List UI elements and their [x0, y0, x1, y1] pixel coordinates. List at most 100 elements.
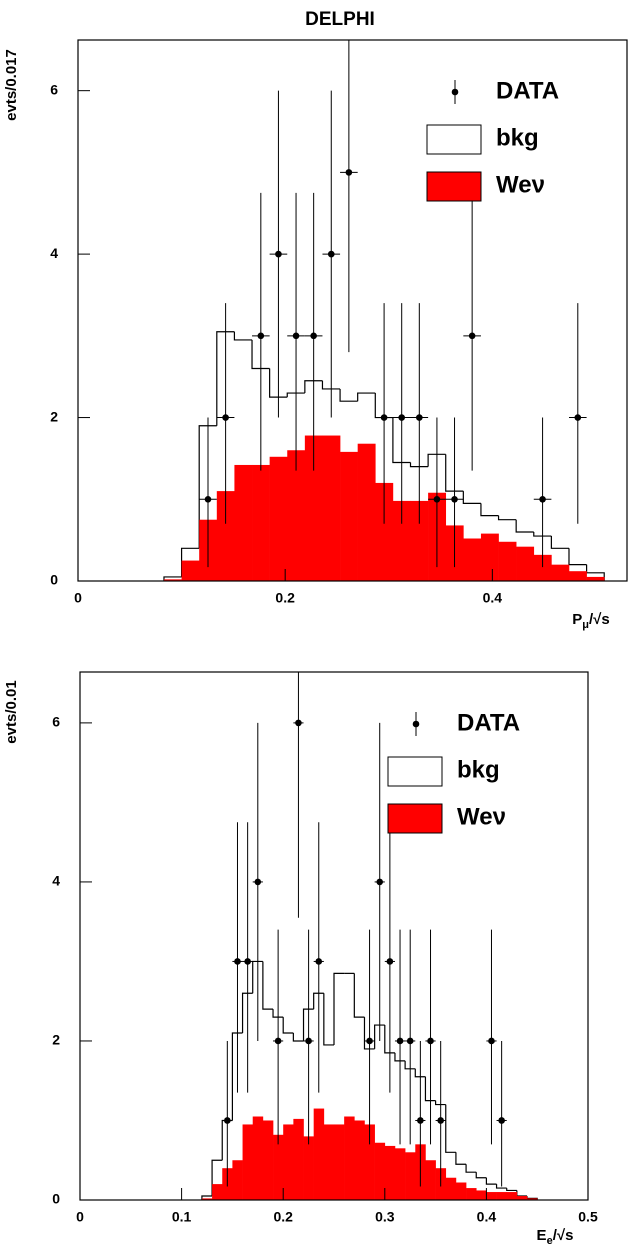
signal-bin	[551, 564, 570, 581]
signal-bin	[163, 579, 182, 581]
bkg-bin	[272, 1009, 284, 1018]
legend-label: bkg	[457, 756, 500, 783]
data-point	[380, 414, 388, 421]
bkg-bin	[516, 1190, 528, 1197]
signal-bin	[242, 1124, 254, 1200]
y-tick-label: 4	[52, 873, 60, 889]
x-axis-label-part: E	[537, 1227, 547, 1244]
bkg-bin	[394, 1052, 406, 1062]
x-tick-label: 0	[76, 1209, 84, 1225]
data-point	[204, 495, 212, 503]
y-tick-label: 6	[52, 714, 60, 730]
bkg-bin	[339, 388, 358, 402]
data-point	[427, 1037, 434, 1045]
signal-bin	[384, 1145, 396, 1200]
signal-bin	[293, 1118, 304, 1200]
legend-label: Weν	[496, 171, 545, 198]
signal-bin	[527, 1198, 538, 1200]
data-point	[366, 1037, 373, 1045]
plot-area	[163, 40, 605, 581]
signal-bin	[455, 1182, 467, 1200]
bkg-bin	[323, 993, 334, 1046]
legend-label: DATA	[457, 709, 520, 736]
x-axis-label: Ee/√s	[537, 1227, 574, 1245]
bkg-bin	[506, 1188, 517, 1192]
bkg-bin	[357, 392, 376, 402]
bkg-bin	[533, 531, 552, 537]
signal-bin	[212, 1184, 223, 1200]
signal-bin	[252, 1116, 264, 1200]
signal-bin	[445, 1177, 457, 1200]
x-tick-label: 0	[74, 590, 82, 606]
signal-bin	[287, 450, 306, 581]
bkg-bin	[414, 1068, 426, 1078]
bkg-bin	[495, 1184, 507, 1189]
legend-label: bkg	[496, 124, 539, 151]
bkg-bin	[445, 1104, 456, 1153]
bkg-bin	[427, 453, 446, 467]
signal-bin	[269, 456, 288, 581]
bkg-bin	[384, 1025, 395, 1054]
data-point	[416, 414, 423, 421]
signal-bin	[340, 451, 358, 581]
data-point	[437, 1117, 444, 1124]
bkg-bin	[353, 973, 365, 1018]
signal-bin	[273, 1134, 284, 1200]
bkg-bin	[409, 462, 429, 468]
bkg-bin	[435, 1100, 446, 1106]
legend-label: Weν	[457, 803, 506, 830]
data-point	[468, 332, 476, 340]
bkg-bin	[550, 536, 569, 549]
bkg-bin	[392, 417, 411, 464]
signal-bin	[425, 1160, 436, 1200]
y-tick-label: 0	[50, 572, 58, 588]
signal-bin	[533, 554, 552, 581]
bkg-bin	[216, 331, 235, 426]
data-point	[295, 719, 302, 727]
signal-bin	[283, 1124, 294, 1200]
bkg-bin	[231, 1032, 243, 1121]
x-axis-label: Pμ/√s	[572, 611, 610, 631]
data-point	[257, 332, 265, 340]
bkg-bin	[198, 425, 217, 549]
signal-bin	[216, 491, 235, 581]
data-point	[433, 495, 441, 503]
frame	[79, 671, 589, 1201]
bkg-bin	[497, 515, 517, 521]
y-axis-label: evts/0.01	[3, 680, 20, 743]
data-point	[222, 414, 229, 421]
bkg-bin	[241, 992, 253, 1034]
signal-bin	[364, 1124, 375, 1200]
signal-bin	[516, 1196, 528, 1200]
bkg-bin	[302, 1008, 314, 1041]
bkg-bin	[568, 548, 587, 566]
plot-area	[201, 672, 538, 1200]
legend-swatch	[387, 803, 443, 834]
bkg-bin	[251, 339, 270, 370]
y-tick-label: 2	[50, 408, 58, 424]
bkg-bin	[313, 992, 324, 1010]
bkg-bin	[475, 1172, 487, 1179]
legend-label: DATA	[496, 77, 559, 104]
y-tick-label: 6	[50, 81, 58, 97]
data-point	[292, 332, 300, 340]
signal-bin	[313, 1108, 325, 1200]
signal-bin	[392, 500, 411, 581]
bkg-bin	[515, 519, 534, 533]
signal-bin	[486, 1192, 497, 1200]
signal-bin	[480, 533, 499, 581]
data-point	[345, 169, 353, 176]
signal-bin	[344, 1116, 355, 1200]
y-tick-label: 2	[52, 1032, 60, 1048]
x-tick-label: 0.5	[578, 1209, 598, 1225]
signal-bin	[252, 464, 270, 581]
x-axis-label-part: /√s	[589, 611, 610, 628]
y-axis-label: evts/0.017	[3, 49, 20, 121]
legend-swatch	[387, 756, 443, 787]
bkg-bin	[163, 576, 182, 581]
data-point	[275, 250, 282, 258]
x-tick-label: 0.2	[273, 1209, 293, 1225]
bkg-bin	[211, 1159, 223, 1197]
x-axis-label-part: P	[572, 611, 582, 628]
